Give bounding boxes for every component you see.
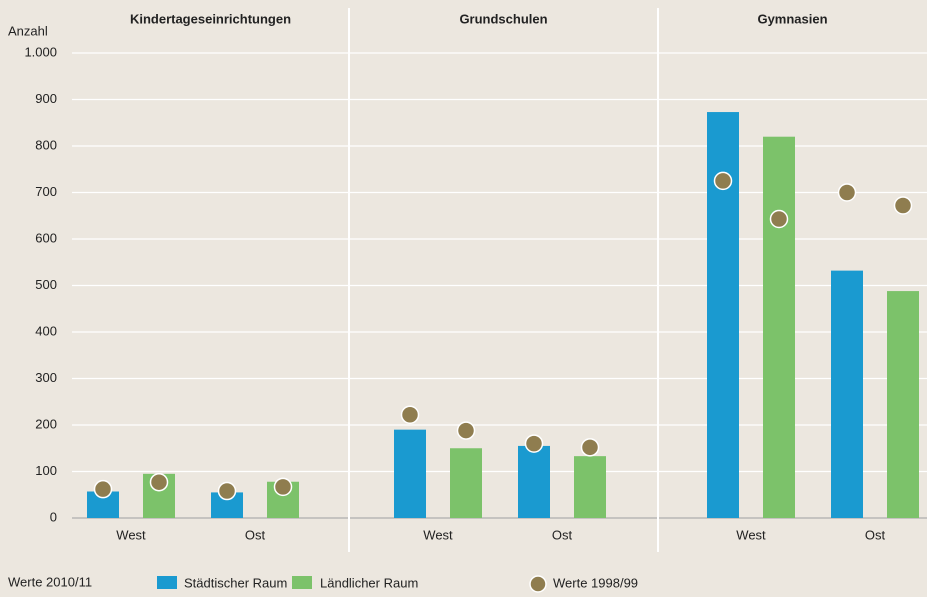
panel-title: Kindertageseinrichtungen [130,11,291,26]
dot [400,405,420,425]
dot [524,434,544,453]
y-tick-label: 1.000 [24,44,57,59]
dot [893,196,913,215]
legend-label: Ländlicher Raum [320,575,418,590]
bar [518,445,550,518]
y-tick-label: 300 [35,370,57,385]
legend-label: Werte 1998/99 [553,575,638,590]
legend-swatch [292,576,312,589]
legend-swatch [529,575,547,593]
y-tick-label: 700 [35,184,57,199]
x-tick-label: West [736,527,766,542]
x-tick-label: Ost [245,527,266,542]
x-tick-label: Ost [865,527,886,542]
bar [831,270,863,518]
x-tick-label: West [116,527,146,542]
bar [763,136,795,518]
bar [450,448,482,518]
bar [394,429,426,518]
panel-title: Grundschulen [459,11,547,26]
dot [93,479,113,499]
dot [580,438,600,457]
legend-title: Werte 2010/11 [8,574,92,589]
y-tick-label: 600 [35,230,57,245]
bar [887,291,919,518]
y-tick-label: 800 [35,137,57,152]
y-tick-label: 500 [35,277,57,292]
y-tick-label: 0 [50,509,57,524]
y-tick-label: 900 [35,91,57,106]
legend-swatch [157,576,177,589]
dot [149,472,169,492]
dot [837,183,857,202]
x-tick-label: Ost [552,527,573,542]
y-axis-label: Anzahl [8,23,48,38]
dot [273,477,293,497]
y-tick-label: 100 [35,463,57,478]
bar [574,456,606,518]
dot [713,171,733,191]
x-tick-label: West [423,527,453,542]
panel-title: Gymnasien [757,11,827,26]
y-tick-label: 400 [35,323,57,338]
y-tick-label: 200 [35,416,57,431]
dot [456,421,476,440]
legend-label: Städtischer Raum [184,575,287,590]
dot [217,481,237,501]
dot [769,209,789,229]
